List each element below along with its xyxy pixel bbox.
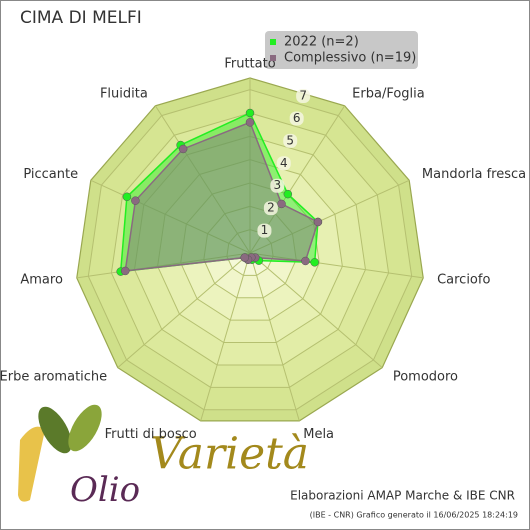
axis-label: Fruttato	[224, 57, 275, 72]
legend-label: 2022 (n=2)	[284, 35, 359, 50]
grid-line	[87, 89, 413, 411]
axis-label: Pomodoro	[393, 369, 458, 384]
grid-line	[157, 159, 343, 344]
y-tick-label: 1	[261, 223, 269, 237]
spoke	[154, 105, 251, 254]
outer-ring	[76, 77, 424, 422]
axis-label: Erbe aromatiche	[0, 369, 107, 384]
spoke	[200, 252, 251, 422]
legend-label: Complessivo (n=19)	[284, 51, 416, 66]
point	[245, 118, 255, 127]
axis-label: Erba/Foglia	[352, 87, 425, 102]
legend-box	[265, 31, 418, 69]
y-tick-label: 7	[299, 89, 307, 103]
credit: Elaborazioni AMAP Marche & IBE CNR	[290, 489, 515, 503]
tick-bg	[257, 223, 272, 238]
spoke	[249, 179, 410, 254]
y-tick-label: 4	[280, 156, 288, 170]
spoke	[249, 252, 383, 368]
axis-label: Mela	[303, 427, 334, 442]
grid-line	[110, 112, 390, 388]
axis-label: Carciofo	[437, 272, 490, 287]
logo-shape	[18, 426, 45, 502]
y-tick-label: 5	[286, 133, 294, 147]
grid-line	[134, 135, 366, 366]
axis-label: Amaro	[20, 272, 63, 287]
point	[245, 108, 255, 118]
point	[301, 256, 310, 266]
spoke	[249, 252, 300, 422]
spoke	[117, 252, 251, 368]
y-tick-label: 2	[267, 201, 275, 215]
tick-bg	[263, 201, 278, 216]
tick-bg	[270, 178, 285, 193]
logo-text: Olio	[70, 470, 140, 510]
spoke	[249, 252, 424, 279]
logo-text: Varietà	[150, 429, 309, 480]
point	[131, 196, 140, 205]
tick-bg	[289, 111, 304, 126]
logo-leaf	[68, 404, 102, 452]
axis-label: Mandorla fresca	[422, 167, 526, 182]
axis-label: Piccante	[23, 167, 78, 182]
logo-leaf	[38, 406, 72, 454]
y-tick-label: 6	[293, 111, 301, 125]
grid-line	[180, 182, 320, 321]
spoke	[90, 179, 251, 254]
point	[313, 217, 323, 227]
point	[310, 258, 319, 267]
tick-bg	[276, 156, 291, 171]
grid-line	[203, 205, 297, 299]
legend-swatch	[270, 55, 276, 61]
footnote: (IBE - CNR) Grafico generato il 16/06/20…	[310, 511, 518, 520]
point	[277, 199, 286, 209]
point	[121, 266, 130, 276]
tick-bg	[296, 89, 311, 104]
tick-bg	[283, 133, 298, 148]
axis-label: Frutti di bosco	[105, 427, 197, 442]
spoke	[76, 252, 251, 279]
point	[178, 144, 188, 154]
point	[122, 192, 132, 202]
point	[240, 253, 249, 262]
y-tick-label: 3	[274, 178, 282, 192]
legend-swatch	[270, 39, 276, 45]
axis-label: Fluidita	[100, 87, 148, 102]
point	[283, 189, 293, 199]
grid-line	[226, 229, 274, 276]
chart-title: CIMA DI MELFI	[20, 8, 142, 28]
